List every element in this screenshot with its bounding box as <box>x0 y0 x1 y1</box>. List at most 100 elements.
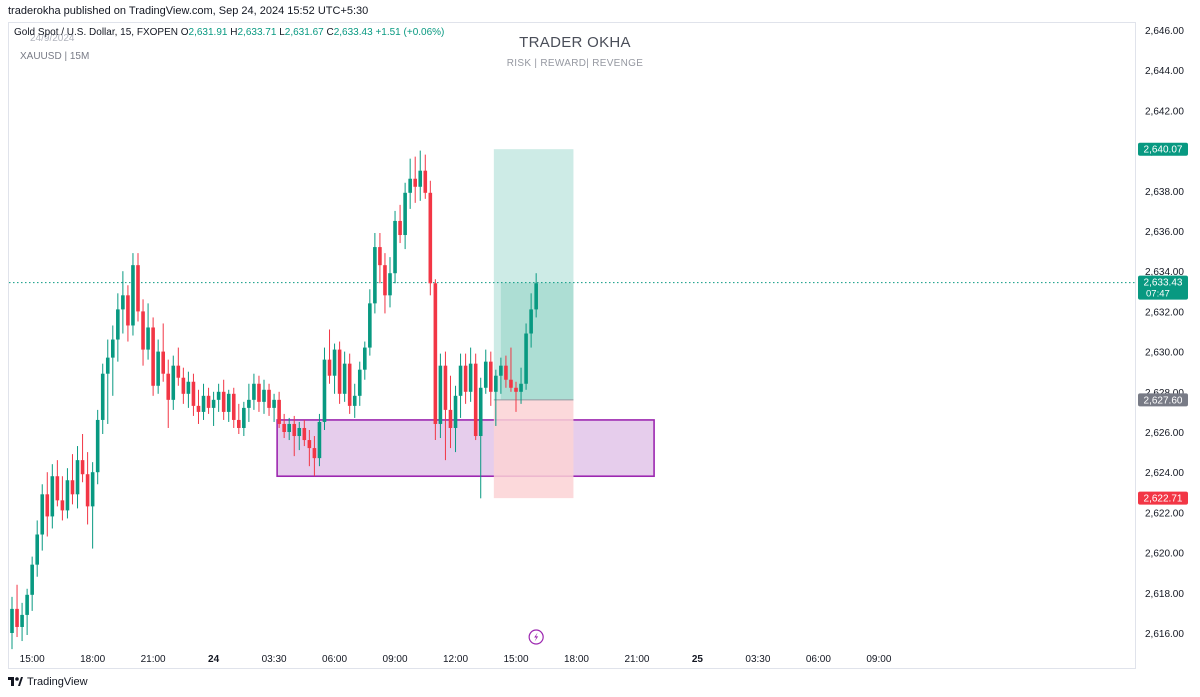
candle-body <box>534 283 538 310</box>
candle-body <box>15 608 19 627</box>
y-tick-label: 2,620.00 <box>1145 549 1184 560</box>
candle <box>231 387 236 428</box>
candle <box>216 383 221 412</box>
legend-change: +1.51 (+0.06%) <box>375 27 445 38</box>
candle <box>519 367 523 404</box>
y-tick-label: 2,636.00 <box>1145 227 1184 238</box>
candle <box>136 253 140 322</box>
candle <box>196 389 201 424</box>
candle-body <box>60 500 65 511</box>
candle <box>297 421 302 451</box>
candle-body <box>478 387 483 437</box>
candle-body <box>408 178 412 193</box>
candle-body <box>378 247 382 266</box>
candle-body <box>453 395 458 428</box>
candle-body <box>116 309 120 340</box>
stop-zone <box>493 399 574 499</box>
candle <box>50 464 55 529</box>
candle <box>468 347 473 402</box>
candle <box>509 347 513 392</box>
candle <box>226 389 231 422</box>
ohlc-legend: Gold Spot / U.S. Dollar, 15, FXOPEN O2,6… <box>14 27 444 38</box>
candle-body <box>242 407 246 428</box>
price-label-text: 2,627.60 <box>1144 395 1183 406</box>
legend-instrument: Gold Spot / U.S. Dollar, 15, FXOPEN <box>14 27 178 38</box>
candle <box>30 556 34 611</box>
candle <box>483 349 488 394</box>
candle-body <box>50 476 55 517</box>
x-tick-label: 21:00 <box>141 654 166 665</box>
price-label-text: 2,640.07 <box>1144 145 1183 156</box>
candle-body <box>499 365 503 376</box>
candle-body <box>20 614 24 627</box>
candle <box>206 387 211 414</box>
candle-body <box>171 365 176 400</box>
candle <box>35 520 39 577</box>
event-marker-icon <box>528 629 544 645</box>
candle <box>433 279 438 441</box>
candle-body <box>35 534 39 565</box>
candle <box>489 351 493 406</box>
candle-body <box>166 373 171 400</box>
candle-body <box>75 460 80 495</box>
candle-body <box>55 476 60 501</box>
candle-body <box>448 409 453 428</box>
x-tick-label: 18:00 <box>564 654 589 665</box>
candle <box>327 329 332 384</box>
candle-body <box>509 379 513 388</box>
price-label-bg <box>1138 275 1188 300</box>
candle-body <box>514 387 518 392</box>
candle-body <box>438 365 443 424</box>
y-tick-label: 2,630.00 <box>1145 348 1184 359</box>
candle <box>126 285 130 342</box>
publisher-text: traderokha published on TradingView.com,… <box>8 5 369 17</box>
candle <box>307 429 312 467</box>
candle-body <box>247 399 251 408</box>
candle <box>171 355 176 410</box>
candle <box>60 476 65 521</box>
candle <box>393 210 397 284</box>
candle-body <box>327 359 332 376</box>
candle-body <box>176 365 181 378</box>
candle <box>131 253 135 336</box>
candles-layer <box>10 150 538 650</box>
candle <box>70 454 75 505</box>
candle <box>111 325 115 396</box>
candle <box>40 484 45 551</box>
legend-l-label: L <box>279 27 285 38</box>
candle <box>161 323 165 382</box>
candle-body <box>206 395 211 408</box>
symbol-watermark: XAUUSD | 15M <box>20 51 90 62</box>
y-tick-label: 2,626.00 <box>1145 428 1184 439</box>
x-tick-label: 15:00 <box>503 654 528 665</box>
y-tick-label: 2,632.00 <box>1145 307 1184 318</box>
candle-body <box>302 427 307 441</box>
watermark-title: TRADER OKHA <box>519 34 631 51</box>
x-tick-label: 25 <box>692 654 704 665</box>
price-label-target: 2,640.07 <box>1138 142 1188 156</box>
candle <box>287 417 291 441</box>
footer-brand[interactable]: TradingView <box>8 676 88 688</box>
x-tick-label: 09:00 <box>866 654 891 665</box>
publisher-line: traderokha published on TradingView.com,… <box>0 0 1200 22</box>
candle-body <box>428 192 433 284</box>
price-label-countdown: 07:47 <box>1146 289 1170 300</box>
candle <box>403 182 407 250</box>
candle-body <box>373 247 377 304</box>
candle <box>357 361 362 406</box>
y-tick-label: 2,628.00 <box>1145 388 1184 399</box>
tradingview-logo-icon <box>8 677 23 686</box>
candle-body <box>100 373 105 420</box>
candle <box>95 409 100 485</box>
candle <box>408 158 412 209</box>
candle-body <box>347 363 352 406</box>
axes-layer: 2,616.00 2,618.00 2,620.00 2,622.00 2,624.00… <box>20 26 1188 665</box>
legend-c-value: 2,633.43 <box>333 27 373 38</box>
candle <box>85 452 90 525</box>
candle-body <box>221 391 226 412</box>
candle <box>121 271 125 334</box>
candle-body <box>80 460 85 475</box>
candle-body <box>287 423 291 432</box>
y-tick-label: 2,638.00 <box>1145 187 1184 198</box>
